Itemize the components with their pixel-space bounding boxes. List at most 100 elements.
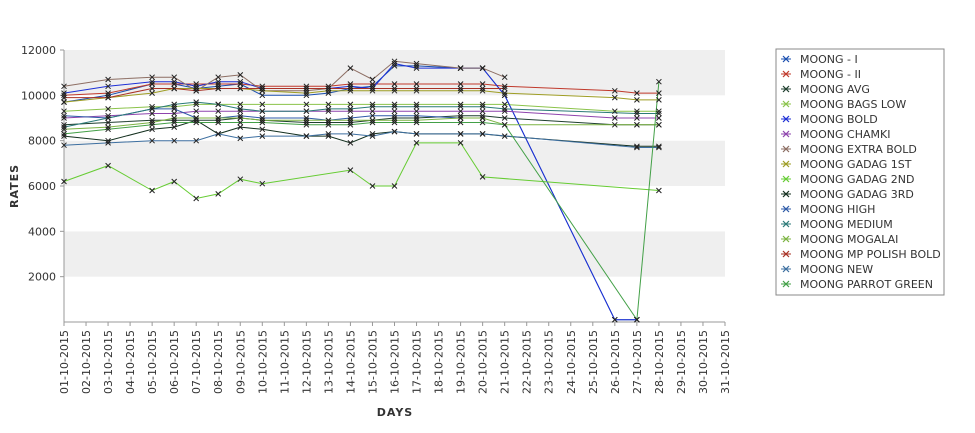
data-point-stroke bbox=[479, 103, 486, 110]
data-point-stroke bbox=[501, 83, 508, 90]
data-point bbox=[501, 133, 508, 139]
data-point-stroke bbox=[105, 140, 111, 146]
data-point-stroke bbox=[105, 92, 111, 99]
data-point bbox=[193, 83, 200, 90]
data-point bbox=[391, 81, 398, 87]
data-point bbox=[501, 108, 508, 115]
data-point-stroke bbox=[149, 85, 155, 92]
series-line bbox=[63, 131, 659, 148]
data-point-stroke bbox=[413, 119, 420, 126]
data-point-stroke bbox=[171, 115, 178, 121]
legend-label: MOONG - I bbox=[800, 53, 858, 66]
data-point-stroke bbox=[413, 65, 420, 71]
data-point-stroke bbox=[171, 103, 178, 110]
data-point-stroke bbox=[413, 87, 420, 94]
x-tick-label: 16-10-2015 bbox=[389, 330, 402, 394]
data-point bbox=[105, 140, 111, 146]
data-point bbox=[369, 183, 376, 189]
data-point bbox=[325, 117, 332, 124]
data-point bbox=[457, 81, 464, 87]
data-point-stroke bbox=[391, 112, 398, 119]
data-point bbox=[369, 112, 376, 119]
data-point bbox=[457, 140, 464, 146]
data-point-stroke bbox=[457, 85, 464, 92]
data-point bbox=[237, 72, 244, 78]
data-point bbox=[347, 65, 354, 71]
data-point bbox=[457, 112, 464, 119]
data-point bbox=[61, 124, 67, 130]
data-point-stroke bbox=[193, 137, 200, 144]
y-tick-label: 8000 bbox=[28, 135, 56, 148]
data-point bbox=[325, 83, 332, 90]
data-point bbox=[391, 63, 398, 69]
data-point-stroke bbox=[369, 112, 376, 119]
data-point-stroke bbox=[149, 187, 155, 194]
data-point-stroke bbox=[457, 65, 464, 71]
grid-band bbox=[64, 231, 725, 277]
data-point-stroke bbox=[413, 140, 420, 146]
data-point-stroke bbox=[479, 108, 486, 115]
data-point bbox=[347, 85, 354, 92]
data-point bbox=[193, 119, 200, 126]
data-point-stroke bbox=[413, 101, 420, 108]
data-point bbox=[259, 83, 266, 90]
data-point-stroke bbox=[149, 74, 155, 81]
data-point bbox=[413, 87, 420, 94]
data-point bbox=[656, 110, 662, 117]
x-tick-label: 14-10-2015 bbox=[344, 330, 357, 394]
data-point bbox=[149, 187, 155, 194]
data-point-stroke bbox=[347, 140, 354, 146]
data-point-stroke bbox=[347, 131, 354, 137]
series-line bbox=[63, 115, 659, 126]
data-point-stroke bbox=[259, 117, 266, 124]
data-point-stroke bbox=[391, 87, 398, 94]
legend-label: MOONG BAGS LOW bbox=[800, 98, 906, 111]
series-line bbox=[63, 103, 659, 112]
data-point bbox=[149, 103, 155, 110]
data-point bbox=[61, 99, 67, 105]
data-point bbox=[369, 83, 376, 90]
x-tick-label: 18-10-2015 bbox=[433, 330, 446, 394]
data-point bbox=[457, 115, 464, 121]
data-point bbox=[105, 162, 111, 169]
data-point-stroke bbox=[61, 142, 67, 149]
data-point bbox=[149, 85, 155, 92]
legend-label: MOONG MOGALAI bbox=[800, 233, 898, 246]
data-point-stroke bbox=[347, 119, 354, 126]
data-point-stroke bbox=[391, 101, 398, 108]
data-point bbox=[149, 126, 155, 133]
data-point-stroke bbox=[634, 97, 640, 103]
data-point-stroke bbox=[237, 72, 244, 78]
legend-box bbox=[775, 48, 945, 296]
data-point bbox=[215, 101, 222, 108]
data-point-stroke bbox=[61, 92, 67, 99]
data-point-stroke bbox=[391, 85, 398, 92]
data-point bbox=[105, 106, 111, 112]
grid-band bbox=[64, 276, 725, 322]
data-point-stroke bbox=[171, 85, 178, 92]
data-point bbox=[501, 106, 508, 112]
data-point-stroke bbox=[501, 108, 508, 115]
data-point-stroke bbox=[391, 108, 398, 115]
data-point-stroke bbox=[325, 85, 332, 92]
data-point-stroke bbox=[325, 131, 332, 137]
data-point-stroke bbox=[634, 108, 640, 115]
data-point bbox=[61, 126, 67, 133]
data-point-stroke bbox=[656, 110, 662, 117]
x-tick-label: 17-10-2015 bbox=[411, 330, 424, 394]
data-point bbox=[237, 112, 244, 119]
x-tick-label: 24-10-2015 bbox=[565, 330, 578, 394]
data-point bbox=[479, 115, 486, 121]
legend-label: MOONG CHAMKI bbox=[800, 128, 890, 141]
data-point-stroke bbox=[457, 103, 464, 110]
data-point-stroke bbox=[237, 119, 244, 126]
data-point-stroke bbox=[105, 90, 111, 96]
data-point bbox=[611, 121, 618, 128]
data-point-stroke bbox=[105, 83, 111, 90]
data-point-stroke bbox=[171, 101, 178, 108]
data-point bbox=[479, 87, 486, 94]
data-point-stroke bbox=[171, 78, 178, 85]
data-point bbox=[149, 137, 155, 144]
data-point-stroke bbox=[391, 115, 398, 121]
data-point-stroke bbox=[105, 106, 111, 112]
